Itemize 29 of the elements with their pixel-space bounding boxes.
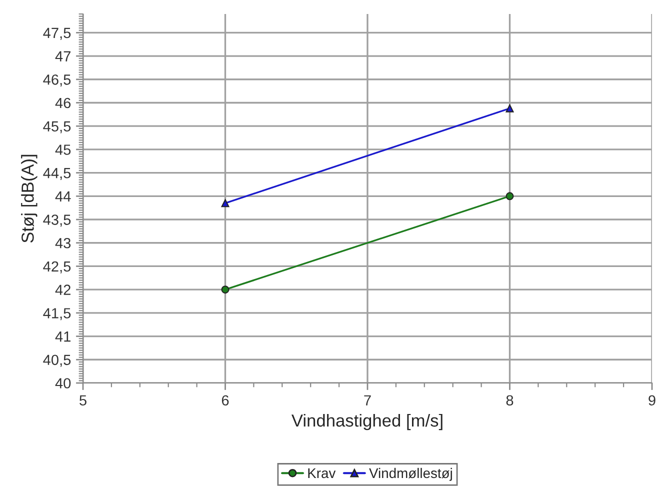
x-tick-label: 9 [648,395,656,406]
y-tick-label: 46 [55,98,71,108]
x-axis-title: Vindhastighed [m/s] [291,414,442,430]
y-tick-label: 41 [55,332,70,342]
y-tick-label: 43 [55,238,71,248]
x-tick-label: 5 [80,395,86,406]
y-tick-label: 40,5 [43,354,71,367]
y-tick-label: 47 [55,51,70,62]
x-tick-label: 8 [506,395,514,406]
y-tick-label: 43,5 [43,214,71,227]
point [506,192,514,200]
y-tick-label: 46,5 [43,74,71,87]
point [221,199,230,208]
legend-label: Krav [308,468,336,478]
y-tick-label: 44,5 [43,168,71,180]
legend-label: Vindmøllestøj [369,468,452,481]
y-tick-label: 47,5 [43,28,71,40]
y-tick-label: 41,5 [43,308,71,320]
y-tick-label: 42,5 [43,261,71,274]
y-tick-label: 44 [55,191,71,202]
x-tick-label: 7 [364,395,371,406]
y-tick-label: 45 [55,144,71,155]
y-tick-label: 40 [55,378,71,388]
y-axis-title: Støj [dB(A)] [21,154,38,243]
x-tick-label: 6 [222,395,229,406]
y-tick-label: 42 [55,284,70,295]
point [506,104,514,112]
y-tick-label: 45,5 [43,121,71,134]
point [221,286,230,294]
